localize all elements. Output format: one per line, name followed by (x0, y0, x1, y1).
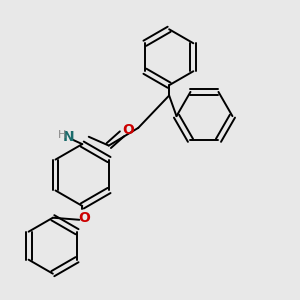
Text: O: O (78, 211, 90, 225)
Text: N: N (63, 130, 75, 144)
Text: H: H (58, 130, 66, 140)
Text: O: O (123, 123, 134, 137)
